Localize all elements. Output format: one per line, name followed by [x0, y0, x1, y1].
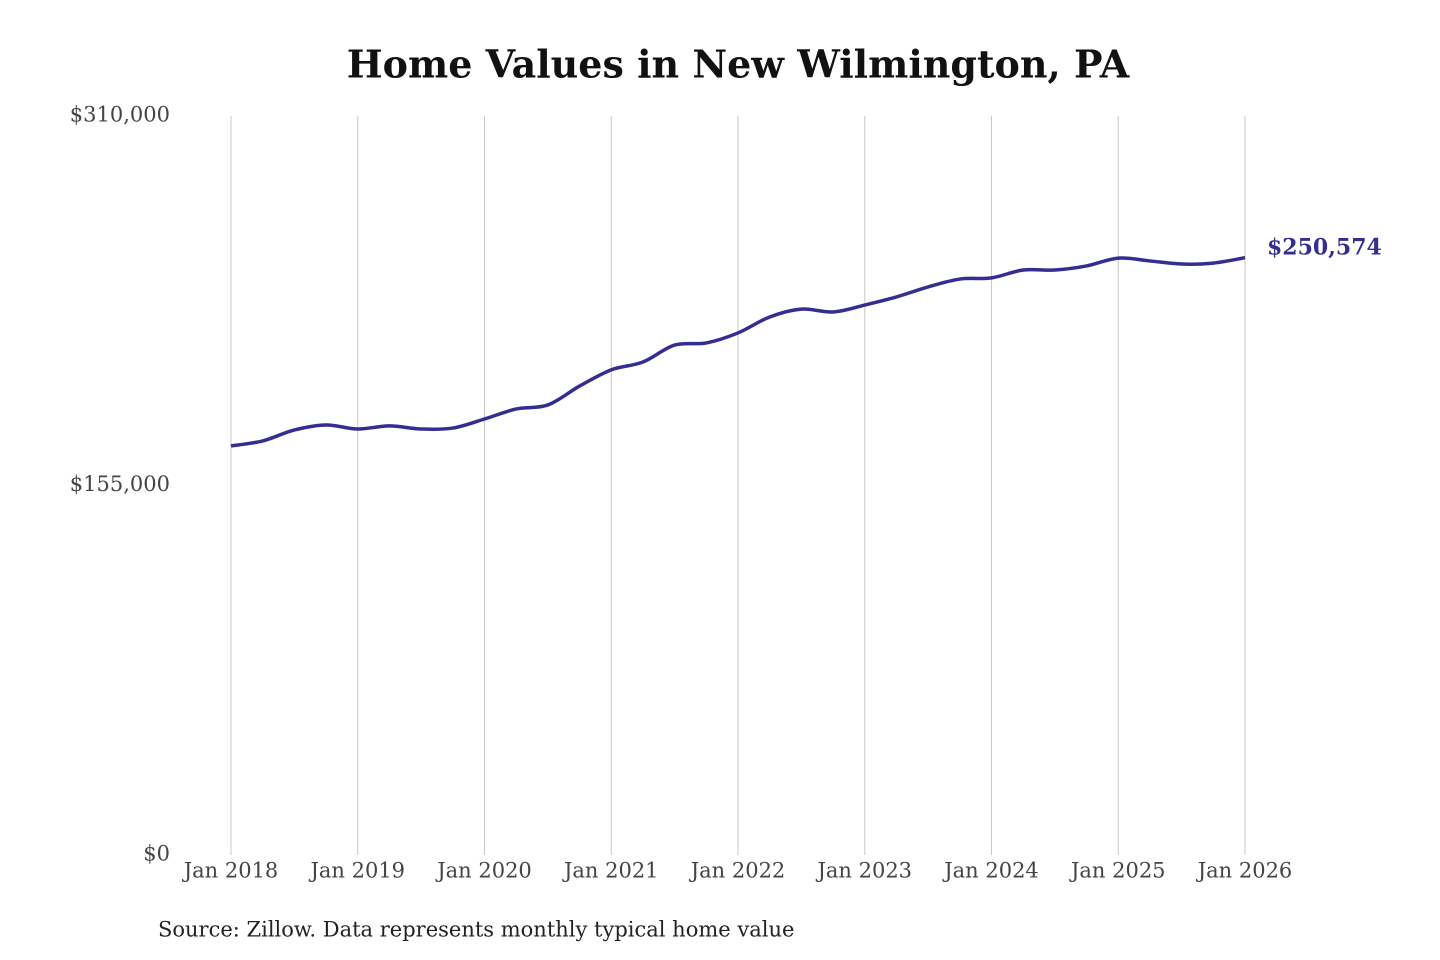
x-tick-label: Jan 2018: [182, 859, 279, 883]
y-tick-label: $0: [143, 842, 170, 866]
x-tick-label: Jan 2020: [435, 859, 532, 883]
x-tick-label: Jan 2023: [815, 859, 912, 883]
y-tick-label: $155,000: [70, 472, 170, 496]
x-tick-label: Jan 2026: [1196, 859, 1293, 883]
x-tick-label: Jan 2019: [308, 859, 405, 883]
x-tick-label: Jan 2021: [562, 859, 659, 883]
x-tick-label: Jan 2022: [689, 859, 786, 883]
value-label: $250,574: [1267, 235, 1382, 261]
source-note: Source: Zillow. Data represents monthly …: [158, 918, 794, 942]
chart-title: Home Values in New Wilmington, PA: [347, 42, 1130, 87]
line-series: [230, 255, 1246, 448]
y-tick-label: $310,000: [70, 103, 170, 127]
x-tick-label: Jan 2024: [942, 859, 1039, 883]
x-tick-label: Jan 2025: [1069, 859, 1166, 883]
